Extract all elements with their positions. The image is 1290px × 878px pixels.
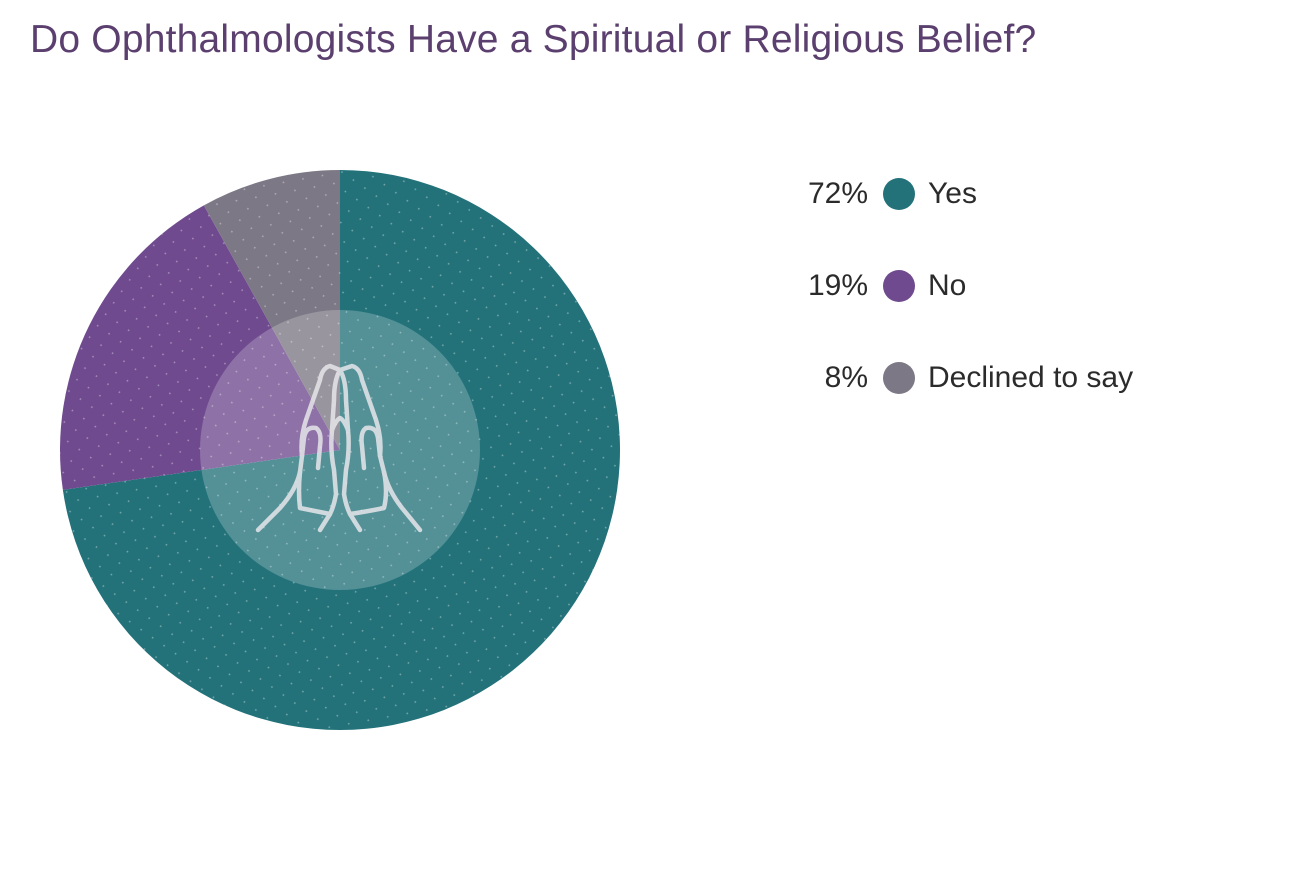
pie-slice-texture (62, 170, 621, 730)
legend-label: Yes (928, 177, 977, 210)
legend-item-declined: 8% Declined to say (760, 352, 1220, 404)
legend-label: Declined to say (928, 361, 1134, 394)
legend-swatch (883, 178, 915, 210)
pie-slice-texture (59, 205, 340, 490)
pie-slices (59, 170, 621, 730)
praying-hands-icon (255, 363, 423, 533)
pie-slice-texture (203, 170, 340, 450)
center-overlay-circle (200, 310, 480, 590)
legend-swatch (883, 362, 915, 394)
chart-title: Do Ophthalmologists Have a Spiritual or … (30, 18, 1037, 61)
legend-percent: 8% (824, 361, 868, 394)
legend: 72% Yes 19% No 8% Declined to say (760, 168, 1220, 444)
legend-label: No (928, 269, 967, 302)
legend-item-no: 19% No (760, 260, 1220, 312)
legend-percent: 72% (807, 177, 868, 210)
legend-item-yes: 72% Yes (760, 168, 1220, 220)
legend-swatch (883, 270, 915, 302)
legend-percent: 19% (807, 269, 868, 302)
